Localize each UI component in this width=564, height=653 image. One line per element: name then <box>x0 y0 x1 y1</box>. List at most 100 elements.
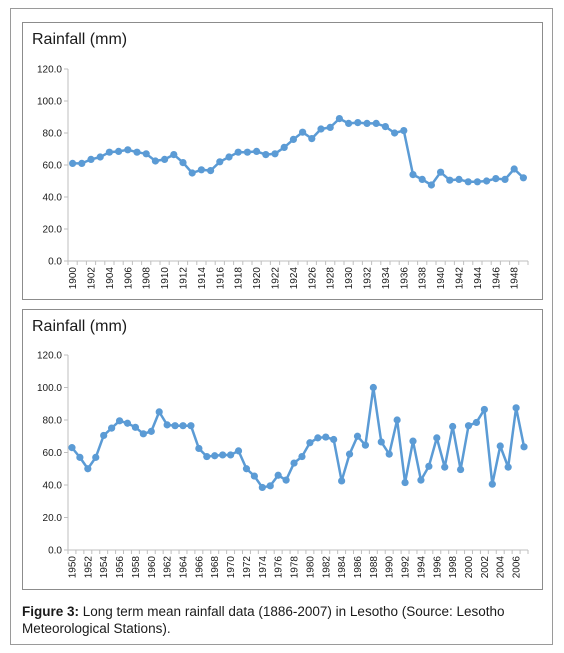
chart-panel-1950-2007: Rainfall (mm) 0.0 20.0 40.0 60.0 80.0 100.0 12… <box>22 309 543 590</box>
x-tick-label: 1974 <box>258 556 269 579</box>
data-point <box>105 148 113 156</box>
y-tick-label: 40.0 <box>43 481 63 492</box>
rainfall-chart-1950-2007: 0.0 20.0 40.0 60.0 80.0 100.0 120.0 1950 1952 195… <box>37 351 529 579</box>
data-point <box>108 424 116 432</box>
y-tick-label: 100.0 <box>37 383 62 394</box>
data-point <box>512 404 520 412</box>
data-point <box>188 169 196 177</box>
data-point <box>78 159 86 167</box>
data-point <box>520 443 528 451</box>
x-tick-label: 1994 <box>416 556 427 579</box>
x-tick-label: 1992 <box>401 556 412 579</box>
data-point <box>124 146 132 154</box>
x-tick-label: 1946 <box>491 267 502 290</box>
y-tick-label: 80.0 <box>43 416 63 427</box>
x-tick-label: 1962 <box>163 556 174 579</box>
data-point <box>361 441 370 449</box>
data-point <box>326 123 334 131</box>
x-tick-label: 1984 <box>337 556 348 579</box>
data-point <box>472 418 481 427</box>
x-tick-label: 2006 <box>512 556 523 579</box>
x-tick-label: 1932 <box>363 267 374 290</box>
data-point <box>492 175 500 183</box>
data-point <box>171 422 179 430</box>
data-point <box>377 438 385 446</box>
data-point <box>306 439 314 447</box>
y-tick-label: 20.0 <box>43 513 63 524</box>
data-point <box>163 421 171 429</box>
x-tick-label: 1938 <box>418 267 429 290</box>
data-point <box>253 147 261 155</box>
x-tick-label: 1976 <box>274 556 285 579</box>
data-point <box>123 419 132 427</box>
data-point <box>314 434 322 442</box>
data-point <box>299 128 307 136</box>
x-tick-label: 1912 <box>179 267 190 290</box>
data-point <box>449 422 457 431</box>
x-tick-label: 1956 <box>115 556 126 579</box>
x-tick-label: 1982 <box>321 556 332 579</box>
data-point <box>282 476 290 484</box>
data-point <box>425 462 433 470</box>
data-point <box>96 153 104 161</box>
x-tick-label: 1958 <box>131 556 142 579</box>
data-point <box>195 444 203 453</box>
data-point <box>501 175 509 183</box>
data-point <box>242 465 251 473</box>
data-point <box>133 148 141 156</box>
data-point <box>271 150 279 158</box>
y-tick-label: 0.0 <box>48 546 62 557</box>
data-point <box>211 452 219 460</box>
x-tick-label: 1996 <box>432 556 443 579</box>
data-point <box>250 472 258 480</box>
data-point <box>488 480 496 488</box>
data-point <box>409 171 417 179</box>
data-point <box>483 177 491 185</box>
data-point <box>464 178 472 186</box>
x-tick-label: 1964 <box>179 556 190 579</box>
data-point <box>298 452 306 461</box>
data-point <box>409 437 417 445</box>
data-point <box>92 453 100 461</box>
x-tick-label: 1944 <box>473 267 484 290</box>
y-tick-label: 120.0 <box>37 65 62 76</box>
data-point <box>393 416 401 424</box>
data-point <box>417 476 425 484</box>
data-point <box>330 435 338 444</box>
data-point <box>372 119 380 127</box>
data-point <box>480 405 488 414</box>
data-point <box>84 465 92 473</box>
y-tick-label: 40.0 <box>43 193 63 204</box>
data-point <box>400 127 408 135</box>
x-tick-label: 1950 <box>67 556 78 579</box>
data-point <box>338 477 346 485</box>
data-point <box>363 119 371 127</box>
data-point <box>289 135 297 143</box>
rainfall-chart-1900-1949: 0.0 20.0 40.0 60.0 80.0 100.0 120.0 1900 1902 190… <box>37 65 529 290</box>
data-point <box>519 174 527 182</box>
y-tick-label: 80.0 <box>43 129 63 140</box>
x-tick-label: 1916 <box>215 267 226 290</box>
data-point <box>225 153 233 161</box>
data-point <box>155 408 163 416</box>
x-tick-label: 2000 <box>464 556 475 579</box>
data-point <box>317 125 325 133</box>
data-point <box>437 168 445 176</box>
data-point <box>131 423 140 431</box>
x-tick-label: 1920 <box>252 267 263 290</box>
x-tick-label: 1936 <box>399 267 410 290</box>
x-tick-label: 1926 <box>307 267 318 290</box>
data-point <box>219 451 227 459</box>
data-point <box>115 147 123 155</box>
data-point <box>385 450 393 458</box>
data-point <box>262 151 270 159</box>
caption-label: Figure 3: <box>22 604 80 619</box>
data-point <box>266 482 274 490</box>
x-tick-label: 1948 <box>510 267 521 290</box>
data-point <box>87 155 95 163</box>
x-tick-label: 1978 <box>290 556 301 579</box>
data-point <box>441 463 449 471</box>
x-tick-label: 1922 <box>271 267 282 290</box>
data-point <box>151 157 159 165</box>
data-point <box>290 459 298 467</box>
